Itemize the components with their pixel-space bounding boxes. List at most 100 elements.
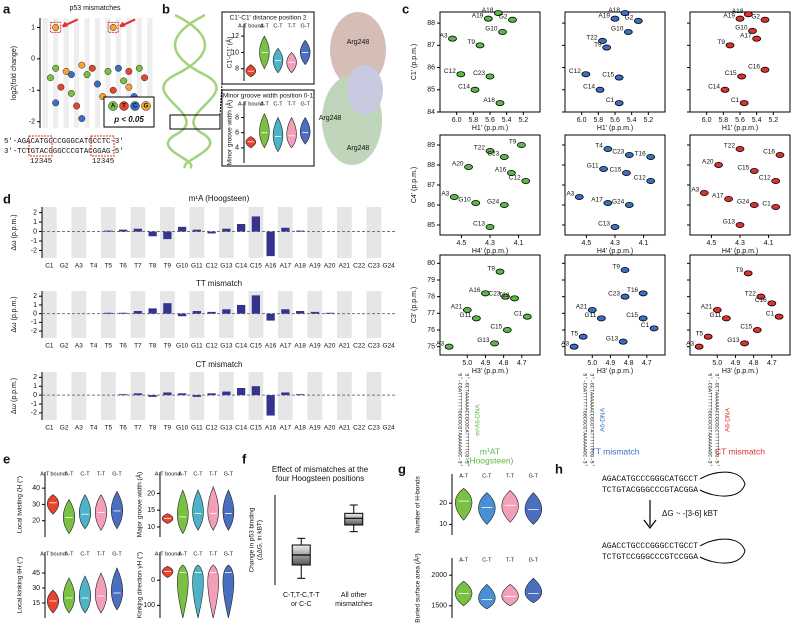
point <box>88 64 96 72</box>
peak-label: A3 <box>561 340 569 347</box>
violin <box>524 577 543 604</box>
y-tick-label: 84 <box>427 109 435 116</box>
bar <box>148 231 157 237</box>
peak <box>508 16 517 23</box>
bar <box>295 394 305 396</box>
violin <box>62 498 76 535</box>
peak <box>495 268 505 275</box>
stripe <box>42 372 57 420</box>
stripe <box>366 207 382 258</box>
peak <box>624 201 634 208</box>
peak <box>498 28 507 35</box>
category-label: A-T bound <box>155 551 181 557</box>
peak <box>735 15 745 22</box>
category-label: A-T <box>65 471 75 477</box>
category-label: C-T <box>193 551 203 557</box>
point <box>78 115 86 123</box>
peak <box>596 315 606 322</box>
x-tick-label: A18 <box>294 263 306 270</box>
stripe <box>189 291 205 338</box>
peak <box>510 295 519 302</box>
peak <box>760 66 770 73</box>
category-label: G-T <box>529 473 539 479</box>
y-tick-label: -1 <box>29 87 35 94</box>
category-label: G-T <box>112 551 122 557</box>
bar <box>222 391 231 396</box>
x-tick-label: 4.1 <box>514 240 524 247</box>
y-tick-label: 30 <box>32 501 40 508</box>
bar <box>295 311 305 314</box>
y-tick-label: 8 <box>235 66 239 73</box>
x-tick-label: G2 <box>60 425 69 432</box>
peak-label: T4 <box>595 143 603 150</box>
y-tick-label: 2 <box>33 293 37 300</box>
peak <box>720 86 730 93</box>
peak <box>578 333 588 340</box>
peak-label: T9 <box>467 39 475 46</box>
peak <box>743 11 753 18</box>
vertical-sequence: 5'-CGATTTTTTGGCGCGTAAAAAAGC-3' <box>457 373 463 466</box>
y-tick-label: -2 <box>31 247 37 254</box>
violin <box>62 577 76 614</box>
y-tick-label: 15 <box>32 600 40 607</box>
peak-label: C12 <box>759 175 771 182</box>
legend-label: A <box>111 104 116 110</box>
x-tick-label: 4.7 <box>767 360 777 367</box>
peak-label: G11 <box>587 163 599 170</box>
x-tick-label: C22 <box>353 343 365 350</box>
plot-title: four Hoogsteen positions <box>276 474 365 483</box>
site-box <box>90 135 115 157</box>
bar <box>133 393 143 396</box>
violin <box>245 64 256 78</box>
peak <box>748 27 757 34</box>
x-tick-label: 5.2 <box>518 117 528 124</box>
peak-label: C23 <box>608 290 620 297</box>
y-tick-label: 2 <box>33 374 37 381</box>
category-label: A-T <box>459 473 469 479</box>
bar <box>251 216 261 232</box>
stripe <box>366 291 382 338</box>
y-tick-label: 20 <box>439 500 447 507</box>
point <box>67 89 75 97</box>
y-axis-label: Buried surface area (Å²) <box>413 553 422 622</box>
x-axis-label: H1' (p.p.m.) <box>472 125 508 132</box>
peak <box>735 221 745 228</box>
peak <box>499 201 509 208</box>
y-tick-label: 1 <box>33 302 37 309</box>
category-label: A-T <box>178 551 188 557</box>
residue-label: Arg248 <box>319 115 342 122</box>
x-axis-label: H3' (p.p.m.) <box>472 368 508 375</box>
x-tick-label: C1 <box>45 263 54 270</box>
y-tick-label: -2 <box>29 119 35 126</box>
peak-label: C1 <box>731 97 740 104</box>
peak-label: C1 <box>514 310 523 317</box>
peak <box>485 147 495 154</box>
category-label: T-T <box>97 551 106 557</box>
peak <box>743 270 753 277</box>
peak <box>624 151 634 158</box>
point <box>57 83 65 91</box>
point <box>47 74 54 82</box>
peak <box>699 189 709 196</box>
stripe <box>130 291 146 338</box>
panel-letter: d <box>3 191 11 206</box>
y-tick-label: 79 <box>427 277 435 284</box>
y-tick-label: 80 <box>427 260 435 267</box>
x-tick-label: C23 <box>368 343 380 350</box>
peak-label: G11 <box>460 312 472 319</box>
category-label: T-T <box>506 557 515 563</box>
x-tick-label: G10 <box>176 343 189 350</box>
x-tick-label: 6.0 <box>577 117 587 124</box>
point <box>67 71 75 79</box>
category-label: G-T <box>300 23 310 29</box>
peak-label: A16 <box>469 287 481 294</box>
peak-label: A20 <box>702 159 714 166</box>
peak-label: C15 <box>737 165 749 172</box>
sequence: TCTGTACGGGCCCGTACGGA <box>602 486 698 495</box>
peak-label: C1 <box>641 322 650 329</box>
peak-label: A3 <box>441 191 449 198</box>
bar <box>281 227 290 232</box>
y-axis-label: Local kinking θH (°) <box>16 557 24 613</box>
vertical-sequence: 5'-CGATTTTTTGGCGCGTAAAAAAGC-3' <box>582 373 588 466</box>
peak <box>502 326 512 333</box>
